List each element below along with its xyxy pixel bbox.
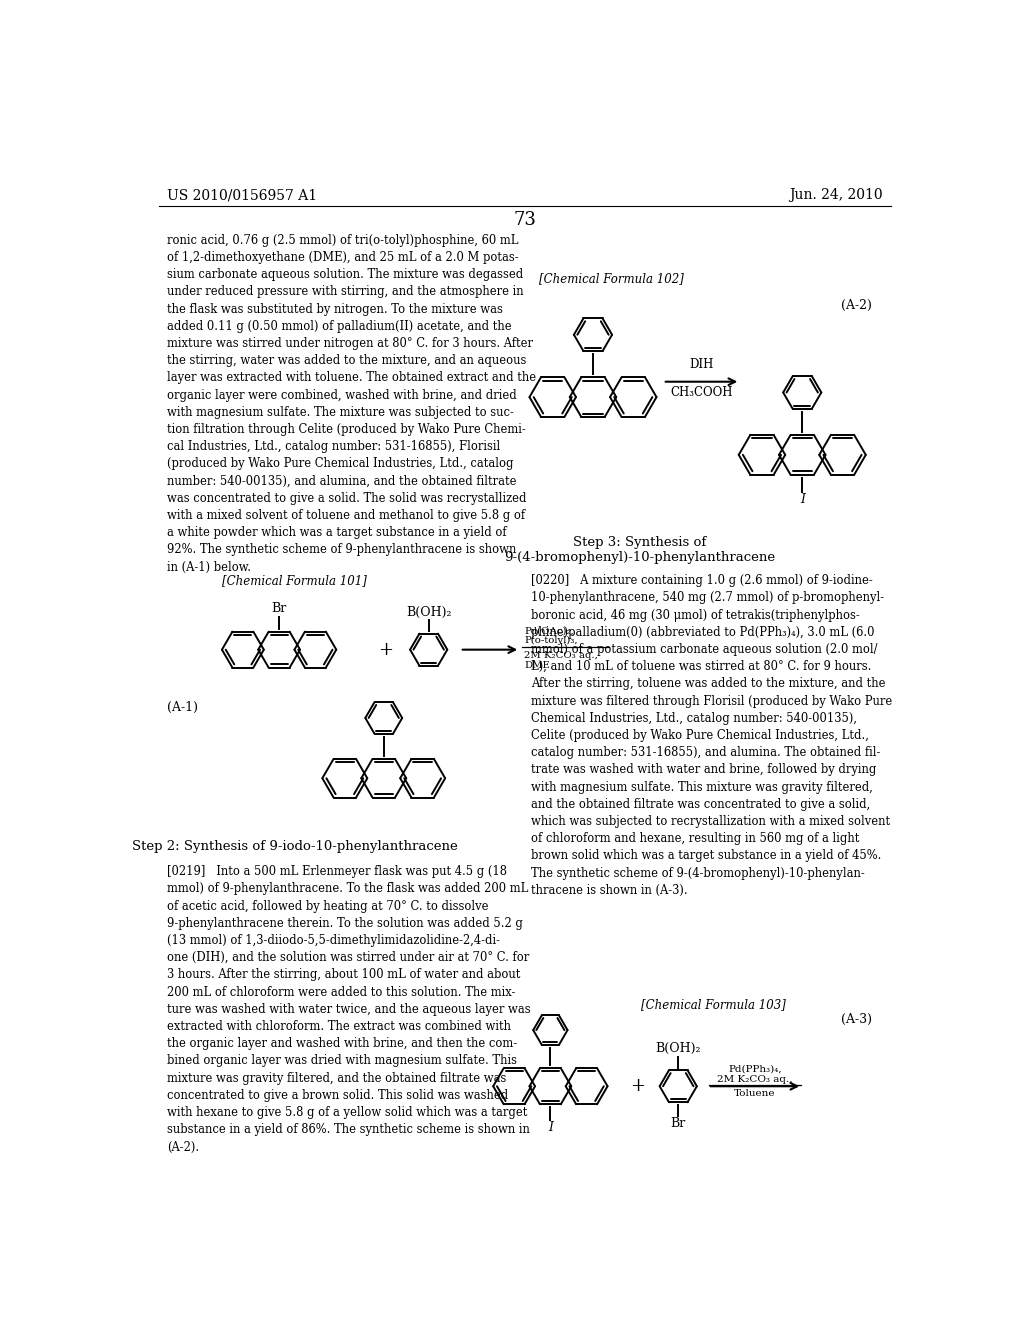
Text: Pd(OAc)₂,: Pd(OAc)₂, <box>524 627 573 636</box>
Text: +: + <box>630 1077 645 1096</box>
Text: [Chemical Formula 102]: [Chemical Formula 102] <box>539 272 684 285</box>
Text: [0219]   Into a 500 mL Erlenmeyer flask was put 4.5 g (18
mmol) of 9-phenylanthr: [0219] Into a 500 mL Erlenmeyer flask wa… <box>167 866 530 1154</box>
Text: Br: Br <box>271 602 287 615</box>
Text: [Chemical Formula 103]: [Chemical Formula 103] <box>641 998 785 1011</box>
Text: Step 3: Synthesis of
9-(4-bromophenyl)-10-phenylanthracene: Step 3: Synthesis of 9-(4-bromophenyl)-1… <box>504 536 775 564</box>
Text: Br: Br <box>671 1117 686 1130</box>
Text: CH₃COOH: CH₃COOH <box>671 387 733 400</box>
Text: Jun. 24, 2010: Jun. 24, 2010 <box>790 189 883 202</box>
Text: (A-1): (A-1) <box>167 701 198 714</box>
Text: [0220]   A mixture containing 1.0 g (2.6 mmol) of 9-iodine-
10-phenylanthracene,: [0220] A mixture containing 1.0 g (2.6 m… <box>531 574 892 896</box>
Text: 2M K₂CO₃ aq.,: 2M K₂CO₃ aq., <box>717 1074 793 1084</box>
Text: +: + <box>379 640 393 659</box>
Text: (A-2): (A-2) <box>841 300 872 313</box>
Text: DIH: DIH <box>689 358 714 371</box>
Text: I: I <box>800 494 805 507</box>
Text: Pd(PPh₃)₄,: Pd(PPh₃)₄, <box>728 1065 781 1073</box>
Text: P(o-tolyl)₃,: P(o-tolyl)₃, <box>524 636 578 645</box>
Text: Step 2: Synthesis of 9-iodo-10-phenylanthracene: Step 2: Synthesis of 9-iodo-10-phenylant… <box>132 840 458 853</box>
Text: B(OH)₂: B(OH)₂ <box>406 606 452 619</box>
Text: [Chemical Formula 101]: [Chemical Formula 101] <box>222 574 367 587</box>
Text: (A-3): (A-3) <box>841 1014 872 1026</box>
Text: 73: 73 <box>513 211 537 228</box>
Text: ronic acid, 0.76 g (2.5 mmol) of tri(o-tolyl)phosphine, 60 mL
of 1,2-dimethoxyet: ronic acid, 0.76 g (2.5 mmol) of tri(o-t… <box>167 234 536 574</box>
Text: 2M K₂CO₃ aq.,: 2M K₂CO₃ aq., <box>524 651 598 660</box>
Text: Toluene: Toluene <box>734 1089 776 1098</box>
Text: I: I <box>548 1121 553 1134</box>
Text: US 2010/0156957 A1: US 2010/0156957 A1 <box>167 189 316 202</box>
Text: DME: DME <box>524 660 550 669</box>
Text: B(OH)₂: B(OH)₂ <box>655 1043 701 1056</box>
